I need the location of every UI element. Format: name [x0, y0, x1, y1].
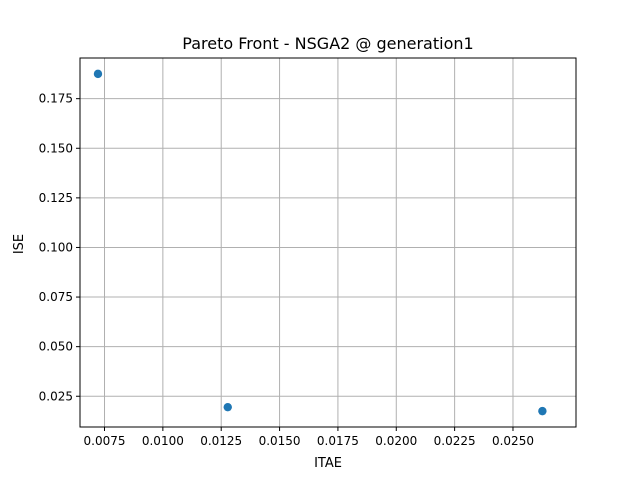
- y-tick-label: 0.025: [39, 389, 73, 403]
- chart-title: Pareto Front - NSGA2 @ generation1: [182, 34, 473, 53]
- x-tick-label: 0.0150: [259, 434, 301, 448]
- scatter-point: [538, 406, 547, 416]
- scatter-point: [223, 402, 232, 412]
- x-axis-label: ITAE: [314, 456, 342, 471]
- y-tick-label: 0.100: [39, 240, 73, 254]
- x-tick-label: 0.0125: [200, 434, 242, 448]
- x-tick-label: 0.0075: [84, 434, 126, 448]
- grid-lines: [80, 58, 576, 427]
- x-tick-label: 0.0100: [142, 434, 184, 448]
- y-tick-label: 0.050: [39, 340, 73, 354]
- data-points: [93, 69, 547, 416]
- scatter-point: [93, 69, 103, 79]
- axis-ticks: 0.0075 0.0100 0.0125 0.0150 0.0175 0.0200 0.02…: [39, 92, 534, 448]
- y-tick-label: 0.150: [39, 141, 73, 155]
- y-tick-label: 0.175: [39, 92, 73, 106]
- x-tick-label: 0.0200: [375, 434, 417, 448]
- x-tick-label: 0.0175: [317, 434, 359, 448]
- x-tick-label: 0.0250: [492, 434, 534, 448]
- y-axis-label: ISE: [12, 234, 27, 254]
- y-tick-label: 0.125: [39, 191, 73, 205]
- plot-area-frame: [79, 57, 577, 428]
- x-tick-label: 0.0225: [434, 434, 476, 448]
- y-tick-label: 0.075: [39, 290, 73, 304]
